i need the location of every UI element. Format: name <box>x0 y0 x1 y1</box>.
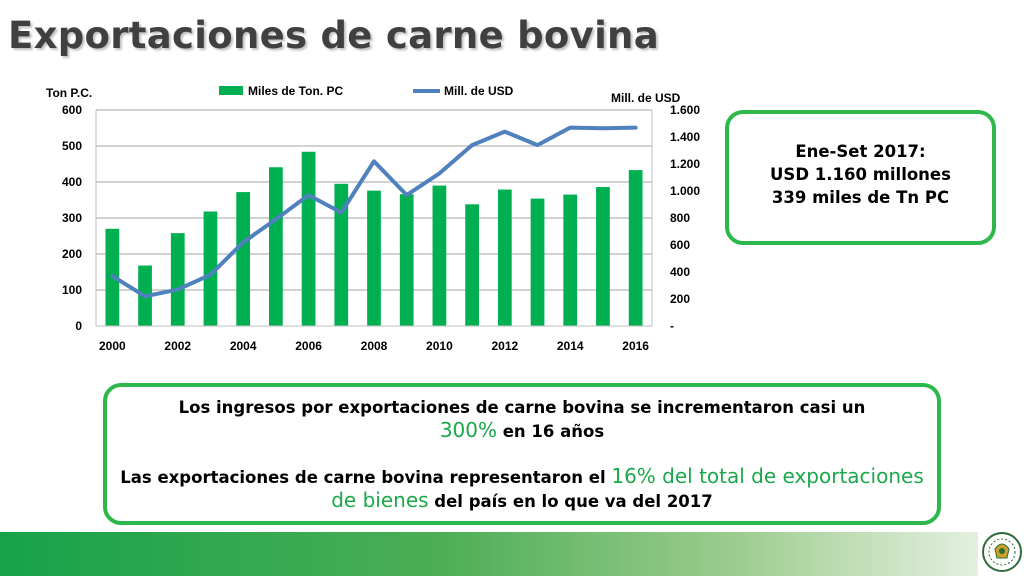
right-tick-label: 1.600 <box>670 103 700 117</box>
bar <box>530 198 545 326</box>
line-series <box>110 125 638 299</box>
right-tick-label: 800 <box>670 211 690 225</box>
right-tick-label: 200 <box>670 292 690 306</box>
line-point <box>241 240 245 244</box>
message-paragraph-2: Las exportaciones de carne bovina repres… <box>107 465 937 513</box>
line-point <box>274 217 278 221</box>
right-tick-label: 600 <box>670 238 690 252</box>
summary-period: Ene-Set 2017: <box>795 142 926 161</box>
line-point <box>110 274 114 278</box>
left-tick-label: 200 <box>62 247 82 261</box>
message-2-text-b: del país en lo que va del 2017 <box>428 492 713 511</box>
left-tick-label: 100 <box>62 283 82 297</box>
line-point <box>470 143 474 147</box>
line-point <box>176 288 180 292</box>
line-point <box>405 193 409 197</box>
slide-title: Exportaciones de carne bovina <box>8 14 659 57</box>
line-point <box>601 126 605 130</box>
x-tick-label: 2008 <box>361 339 388 353</box>
bar <box>563 194 578 326</box>
bar <box>203 211 218 326</box>
message-1-text-a: Los ingresos por exportaciones de carne … <box>178 398 866 417</box>
right-axis-label: Mill. de USD <box>611 91 681 105</box>
message-2-text-a: Las exportaciones de carne bovina repres… <box>120 468 612 487</box>
line-point <box>634 126 638 130</box>
summary-usd: USD 1.160 millones <box>770 165 951 184</box>
x-tick-label: 2012 <box>491 339 518 353</box>
message-paragraph-1: Los ingresos por exportaciones de carne … <box>107 397 937 443</box>
line-point <box>437 171 441 175</box>
x-tick-label: 2000 <box>99 339 126 353</box>
x-tick-label: 2002 <box>164 339 191 353</box>
bar-series <box>105 151 643 326</box>
bar <box>269 167 283 326</box>
left-tick-label: 300 <box>62 211 82 225</box>
line-point <box>208 273 212 277</box>
right-axis-ticks: - 200 400 600 800 1.000 1.200 1.400 1.600 <box>670 103 700 333</box>
right-tick-label: 1.200 <box>670 157 700 171</box>
bar <box>236 192 251 326</box>
line-point <box>143 294 147 298</box>
left-axis-ticks: 0 100 200 300 400 500 600 <box>62 103 82 333</box>
x-axis-ticks: 2000 2002 2004 2006 2008 2010 2012 2014 2016 <box>99 339 649 353</box>
x-tick-label: 2014 <box>557 339 584 353</box>
legend-label-line: Mill. de USD <box>444 84 514 98</box>
line-point <box>372 159 376 163</box>
legend: Miles de Ton. PC Mill. de USD <box>219 84 514 98</box>
legend-label-bars: Miles de Ton. PC <box>248 84 343 98</box>
left-axis-label: Ton P.C. <box>46 86 92 100</box>
right-tick-label: 400 <box>670 265 690 279</box>
left-tick-label: 600 <box>62 103 82 117</box>
summary-box-2017: Ene-Set 2017: USD 1.160 millones 339 mil… <box>725 110 996 245</box>
left-tick-label: 500 <box>62 139 82 153</box>
line-point <box>568 126 572 130</box>
summary-tons: 339 miles de Tn PC <box>771 188 950 207</box>
x-tick-label: 2004 <box>230 339 257 353</box>
x-tick-label: 2006 <box>295 339 322 353</box>
message-1-text-b: en 16 años <box>497 422 605 441</box>
line-point <box>307 193 311 197</box>
right-tick-label: - <box>670 319 674 333</box>
left-tick-label: 400 <box>62 175 82 189</box>
left-tick-label: 0 <box>75 319 82 333</box>
export-chart: 0 100 200 300 400 500 600 - 200 400 600 800 1.000 1.… <box>46 84 700 353</box>
line-point <box>339 211 343 215</box>
line-point <box>503 130 507 134</box>
x-tick-label: 2016 <box>622 339 649 353</box>
bar <box>497 189 512 326</box>
bar <box>628 170 643 326</box>
bar <box>170 233 185 326</box>
bar <box>596 187 610 326</box>
right-tick-label: 1.400 <box>670 130 700 144</box>
footer-bar <box>0 532 978 576</box>
bar <box>334 183 349 326</box>
bar <box>367 190 381 326</box>
bar <box>301 151 316 326</box>
right-tick-label: 1.000 <box>670 184 700 198</box>
bar <box>432 185 447 326</box>
message-1-highlight: 300% <box>439 418 497 442</box>
bar <box>399 194 414 326</box>
legend-swatch-bars <box>219 86 243 95</box>
x-tick-label: 2010 <box>426 339 453 353</box>
message-2-highlight: 16% del total de exportaciones de bienes <box>331 464 924 512</box>
seal-logo-icon <box>982 532 1022 572</box>
message-box: Los ingresos por exportaciones de carne … <box>103 383 941 525</box>
bar <box>465 204 479 326</box>
line-point <box>536 143 540 147</box>
